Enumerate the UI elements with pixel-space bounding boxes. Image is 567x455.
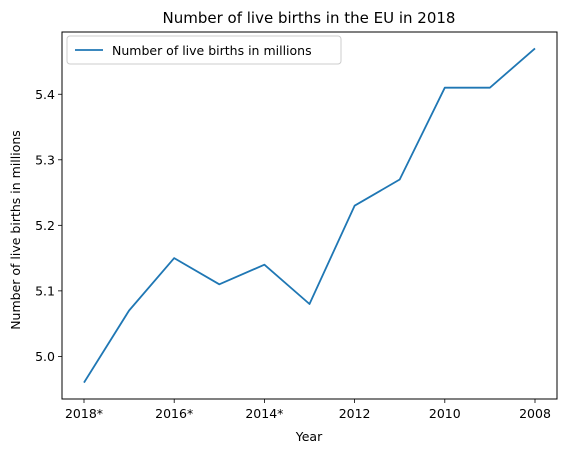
series-line [83, 47, 536, 384]
y-tick-label: 5.3 [35, 152, 55, 167]
chart-title: Number of live births in the EU in 2018 [163, 9, 456, 27]
y-axis: 5.0 5.1 5.2 5.3 5.4 [35, 87, 62, 364]
y-tick-label: 5.1 [35, 283, 55, 298]
y-axis-label: Number of live births in millions [8, 130, 23, 330]
x-axis-label: Year [295, 429, 323, 444]
series-lines [83, 47, 536, 384]
legend-box [66, 35, 342, 65]
y-tick-label: 5.2 [35, 218, 55, 233]
plot-frame [61, 31, 558, 400]
x-tick-label: 2014* [245, 406, 283, 421]
y-tick-label: 5.0 [35, 349, 55, 364]
x-tick-label: 2016* [155, 406, 193, 421]
legend-label: Number of live births in millions [112, 43, 312, 58]
legend: Number of live births in millions [66, 35, 342, 65]
x-tick-label: 2012 [339, 406, 371, 421]
x-tick-label: 2010 [429, 406, 461, 421]
x-tick-label: 2008 [519, 406, 551, 421]
y-tick-label: 5.4 [35, 87, 55, 102]
x-axis: 2018* 2016* 2014* 2012 2010 2008 [65, 399, 551, 421]
x-tick-label: 2018* [65, 406, 103, 421]
